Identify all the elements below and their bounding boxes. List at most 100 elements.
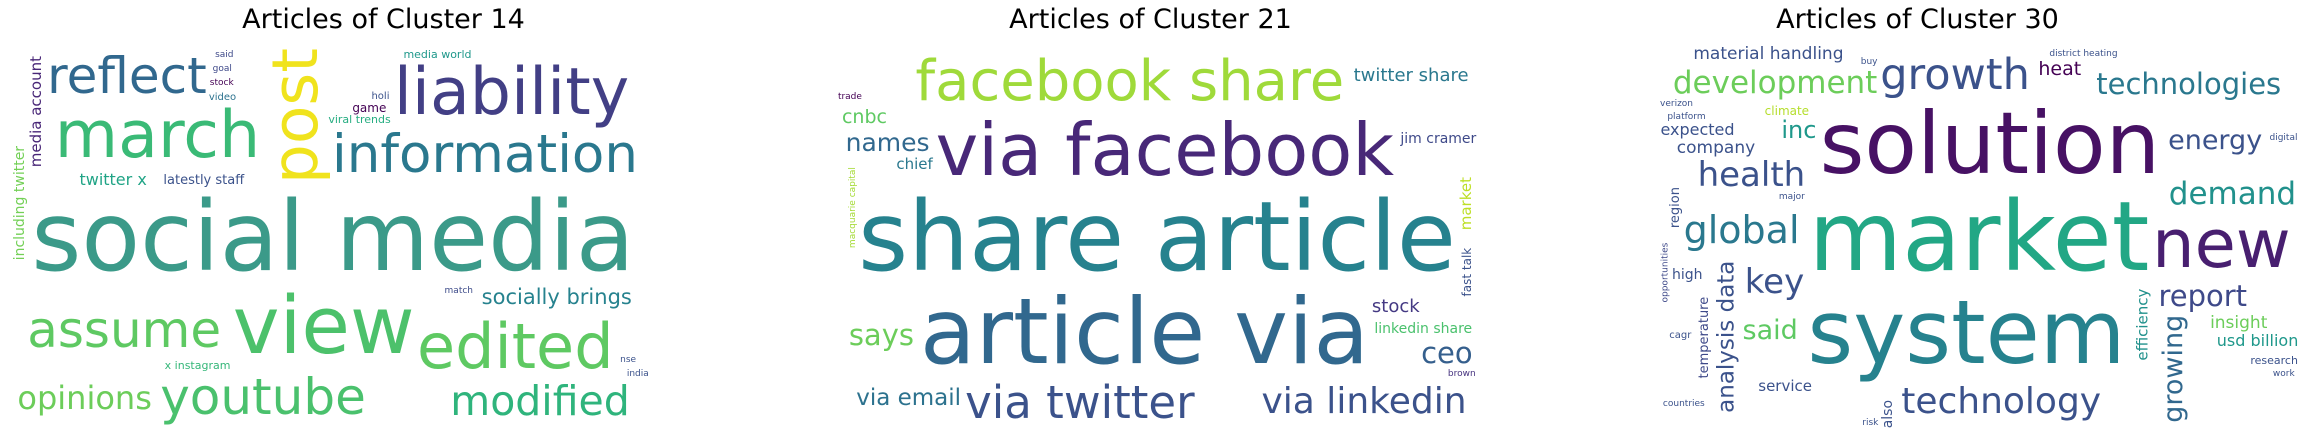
word-chief: chief [896, 155, 933, 174]
word-including-twitter: including twitter [13, 145, 29, 261]
word-opportunities: opportunities [1660, 242, 1671, 303]
word-insight: insight [2210, 312, 2268, 333]
word-stock: stock [209, 78, 234, 89]
word-technology: technology [1901, 381, 2102, 423]
word-market: market [1808, 180, 2150, 293]
word-media-account: media account [26, 56, 45, 168]
word-district-heating: district heating [2049, 48, 2118, 59]
word-technologies: technologies [2096, 66, 2282, 101]
wordcloud-panel-cluster-14: Articles of Cluster 14 social media view p… [0, 0, 767, 435]
word-x-instagram: x instagram [164, 359, 231, 373]
word-high: high [1671, 267, 1703, 284]
word-information: information [332, 124, 638, 186]
word-cagr: cagr [1669, 330, 1692, 342]
wordcloud-area: social media view post information march liab… [13, 45, 655, 430]
word-twitter-x: twitter x [79, 170, 147, 190]
word-material-handling: material handling [1693, 45, 1844, 64]
word-march: march [54, 98, 261, 174]
word-research: research [2250, 353, 2298, 367]
word-demand: demand [2168, 176, 2297, 213]
word-viral-trends: viral trends [328, 113, 391, 127]
word-names: names [845, 127, 930, 157]
word-socially-brings: socially brings [481, 284, 632, 309]
word-game: game [352, 101, 387, 116]
word-facebook-share: facebook share [915, 48, 1345, 114]
word-macquarie-capital: macquarie capital [847, 166, 858, 248]
word-climate: climate [1764, 103, 1810, 118]
word-fast-talk: fast talk [1459, 247, 1474, 297]
word-global: global [1683, 208, 1800, 253]
word-social-media: social media [31, 180, 635, 293]
word-digital: digital [2269, 133, 2298, 144]
word-linkedin-share: linkedin share [1374, 321, 1473, 338]
word-post: post [258, 48, 332, 185]
word-growing: growing [2158, 314, 2190, 423]
word-twitter-share: twitter share [1353, 64, 1469, 86]
word-company: company [1676, 137, 1756, 158]
word-share-article: share article [858, 180, 1456, 293]
word-region: region [1667, 186, 1683, 228]
word-ceo: ceo [1421, 336, 1473, 371]
word-heat: heat [2038, 57, 2082, 80]
word-analysis-data: analysis data [1713, 260, 1740, 413]
word-work: work [2272, 368, 2295, 379]
word-says: says [848, 318, 914, 353]
wordcloud-area: market system solution new growth global techn… [1659, 45, 2301, 430]
word-liability: liability [393, 55, 630, 131]
word-efficiency: efficiency [2133, 288, 2152, 361]
word-said: said [1742, 315, 1798, 347]
word-via-linkedin: via linkedin [1261, 380, 1467, 422]
word-assume: assume [27, 301, 222, 360]
word-major: major [1778, 192, 1805, 203]
word-countries: countries [1662, 398, 1705, 409]
word-system: system [1807, 280, 2126, 384]
word-service: service [1758, 376, 1812, 395]
word-also: also [1879, 400, 1896, 429]
word-latestly-staff: latestly staff [163, 173, 245, 189]
word-energy: energy [2168, 125, 2263, 157]
word-jim-cramer: jim cramer [1400, 130, 1477, 147]
word-holi: holi [371, 90, 390, 102]
word-development: development [1672, 64, 1878, 101]
word-inc: inc [1781, 115, 1817, 144]
chart-title: Articles of Cluster 30 [1776, 4, 2059, 35]
word-via-facebook: via facebook [935, 107, 1395, 192]
word-youtube: youtube [160, 368, 366, 427]
word-video: video [208, 91, 237, 103]
word-expected: expected [1660, 120, 1735, 140]
wordcloud-panel-cluster-30: Articles of Cluster 30 market system solut… [1534, 0, 2301, 435]
word-platform: platform [1667, 112, 1706, 123]
word-key: key [1744, 262, 1805, 303]
word-goal: goal [212, 64, 232, 75]
word-health: health [1697, 155, 1806, 195]
word-match: match [444, 285, 473, 296]
word-via-email: via email [856, 384, 962, 411]
word-trade: trade [837, 91, 862, 102]
word-verizon: verizon [1660, 98, 1693, 109]
word-usd-billion: usd billion [2216, 331, 2299, 351]
word-opinions: opinions [17, 379, 152, 417]
word-edited: edited [417, 310, 614, 384]
word-new: new [2152, 205, 2291, 284]
word-market: market [1456, 177, 1475, 231]
wordcloud-panel-cluster-21: Articles of Cluster 21 share article arti… [767, 0, 1534, 435]
word-said: said [215, 50, 234, 61]
word-stock: stock [1371, 296, 1420, 318]
word-article-via: article via [919, 280, 1370, 386]
word-growth: growth [1880, 49, 2030, 100]
word-view: view [232, 280, 415, 373]
word-report: report [2158, 279, 2248, 314]
word-solution: solution [1819, 93, 2161, 194]
word-modified: modified [450, 377, 630, 426]
word-risk: risk [1862, 417, 1879, 428]
word-media-world: media world [403, 47, 472, 61]
word-buy: buy [1860, 57, 1878, 68]
word-india: india [626, 368, 649, 379]
word-via-twitter: via twitter [965, 376, 1195, 430]
word-cnbc: cnbc [841, 105, 887, 128]
word-temperature: temperature [1696, 296, 1712, 379]
chart-title: Articles of Cluster 14 [242, 4, 525, 35]
chart-title: Articles of Cluster 21 [1009, 4, 1292, 35]
word-reflect: reflect [47, 46, 207, 105]
word-nse: nse [620, 355, 637, 365]
